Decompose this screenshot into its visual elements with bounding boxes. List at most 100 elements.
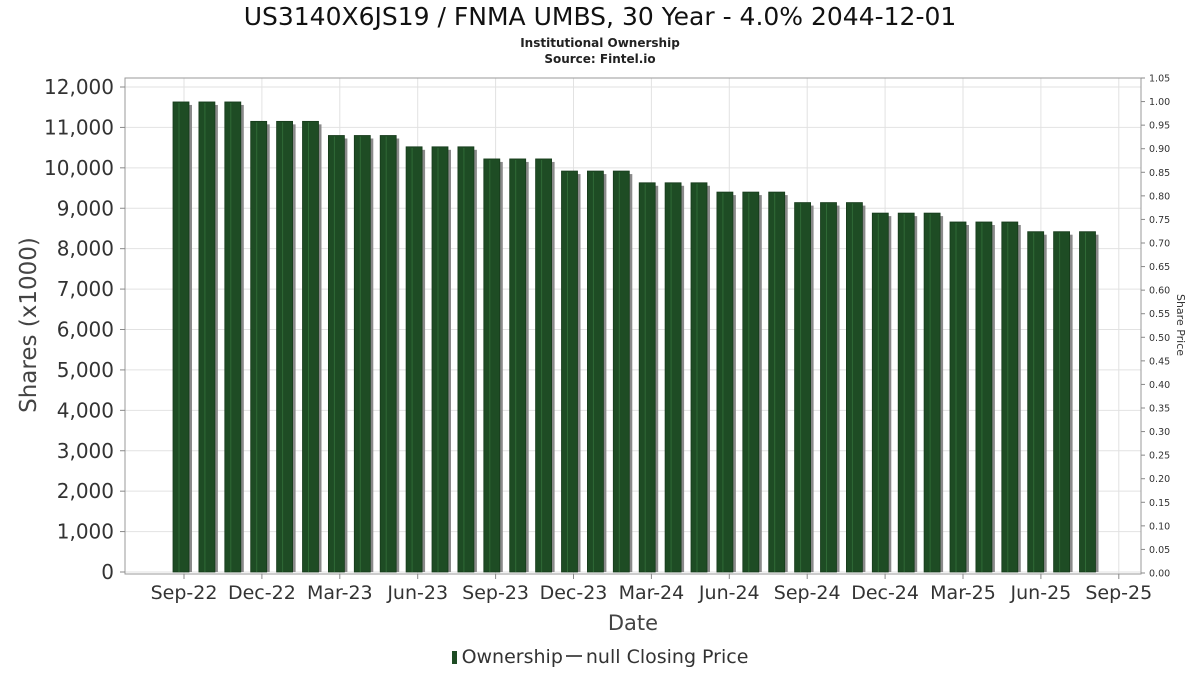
y2-tick-label: 0.35 bbox=[1149, 404, 1170, 415]
ownership-bar bbox=[768, 191, 786, 573]
ownership-bar bbox=[405, 146, 423, 573]
ownership-bar bbox=[561, 170, 578, 573]
ownership-bar bbox=[638, 182, 656, 573]
ownership-chart: 0 1,000 2,000 3,000 4,000 5,000 6,000 7,000 8,00… bbox=[16, 74, 1187, 636]
ownership-bar bbox=[871, 212, 889, 573]
ownership-bar bbox=[846, 202, 863, 573]
ownership-bar bbox=[431, 146, 449, 573]
legend-price-label: null Closing Price bbox=[585, 646, 749, 668]
ownership-bar bbox=[716, 191, 734, 573]
y-tick-label: 4,000 bbox=[57, 398, 114, 422]
plot-frame bbox=[124, 77, 1142, 575]
y2-tick-label: 0.45 bbox=[1149, 356, 1170, 367]
y2-tick-label: 0.50 bbox=[1149, 333, 1170, 344]
y-tick-label: 9,000 bbox=[57, 196, 114, 220]
x-axis-label: Date bbox=[608, 611, 658, 635]
y2-tick-label: 0.40 bbox=[1149, 380, 1170, 391]
ownership-bar bbox=[742, 191, 760, 573]
ownership-bar bbox=[975, 221, 993, 573]
x-tick-label: Dec-24 bbox=[851, 582, 919, 604]
y-axis: 0 1,000 2,000 3,000 4,000 5,000 6,000 7,000 8,00… bbox=[44, 75, 125, 584]
legend-price-line bbox=[565, 655, 582, 657]
ownership-bar bbox=[276, 120, 294, 573]
ownership-bar bbox=[587, 170, 604, 573]
ownership-bar bbox=[690, 182, 708, 573]
legend-ownership-swatch bbox=[451, 651, 457, 664]
ownership-bar bbox=[302, 120, 319, 573]
ownership-bar bbox=[172, 101, 190, 573]
y2-tick-label: 0.60 bbox=[1149, 286, 1170, 297]
ownership-bar bbox=[612, 170, 630, 573]
ownership-bar bbox=[664, 182, 682, 573]
ownership-bar bbox=[198, 101, 216, 573]
ownership-bar bbox=[897, 212, 915, 573]
y-tick-label: 7,000 bbox=[57, 277, 114, 301]
ownership-bar bbox=[820, 202, 837, 573]
y2-tick-label: 0.30 bbox=[1149, 427, 1170, 438]
ownership-bar bbox=[794, 202, 811, 573]
y2-tick-label: 0.05 bbox=[1149, 545, 1170, 556]
y2-tick-label: 0.00 bbox=[1149, 569, 1170, 580]
x-tick-label: Sep-25 bbox=[1085, 582, 1152, 604]
ownership-bar bbox=[327, 135, 345, 573]
ownership-bar bbox=[949, 221, 967, 573]
ownership-bar bbox=[923, 212, 941, 573]
y2-tick-label: 0.75 bbox=[1149, 215, 1170, 226]
x-tick-label: Jun-25 bbox=[1010, 582, 1072, 604]
chart-subtitle: Institutional Ownership bbox=[520, 36, 680, 50]
y-tick-label: 8,000 bbox=[57, 237, 114, 261]
x-tick-label: Jun-24 bbox=[698, 582, 760, 604]
ownership-bar bbox=[379, 135, 397, 573]
y-tick-label: 1,000 bbox=[57, 520, 114, 544]
y2-tick-label: 0.20 bbox=[1149, 474, 1170, 485]
y2-tick-label: 0.95 bbox=[1149, 121, 1170, 132]
bars-group bbox=[172, 101, 1099, 573]
chart-source: Source: Fintel.io bbox=[544, 52, 656, 66]
y2-tick-label: 1.00 bbox=[1149, 97, 1170, 108]
y2-tick-label: 0.85 bbox=[1149, 168, 1170, 179]
x-axis: Sep-22 Dec-22 Mar-23 Jun-23 Sep-23 Dec-23 Mar-… bbox=[151, 574, 1152, 604]
ownership-bar bbox=[224, 101, 242, 573]
legend-ownership-label: Ownership bbox=[461, 646, 563, 668]
x-tick-label: Sep-24 bbox=[774, 582, 841, 604]
ownership-bar bbox=[483, 158, 501, 573]
y2-tick-label: 0.90 bbox=[1149, 144, 1170, 155]
x-tick-label: Mar-25 bbox=[930, 582, 996, 604]
ownership-bar bbox=[1027, 231, 1045, 573]
chart-title: US3140X6JS19 / FNMA UMBS, 30 Year - 4.0%… bbox=[243, 2, 957, 31]
ownership-bar bbox=[535, 158, 552, 573]
y2-tick-label: 0.25 bbox=[1149, 451, 1170, 462]
ownership-bar bbox=[509, 158, 527, 573]
y2-axis: 0.00 0.05 0.10 0.15 0.20 0.25 0.30 0.35 0.40 0.45… bbox=[1141, 74, 1170, 580]
ownership-bar bbox=[457, 146, 475, 573]
y-tick-label: 11,000 bbox=[44, 115, 114, 139]
y2-tick-label: 0.15 bbox=[1149, 498, 1170, 509]
y-tick-label: 2,000 bbox=[57, 479, 114, 503]
y-tick-label: 0 bbox=[101, 560, 114, 584]
x-tick-label: Dec-22 bbox=[228, 582, 296, 604]
y2-tick-label: 0.80 bbox=[1149, 191, 1170, 202]
legend: Ownership null Closing Price bbox=[0, 646, 1200, 668]
y-axis-label: Shares (x1000) bbox=[16, 237, 42, 413]
y-tick-label: 3,000 bbox=[57, 439, 114, 463]
x-tick-label: Mar-24 bbox=[619, 582, 685, 604]
ownership-bar bbox=[353, 135, 371, 573]
y-tick-label: 10,000 bbox=[44, 156, 114, 180]
y2-tick-label: 0.65 bbox=[1149, 262, 1170, 273]
ownership-bar bbox=[1053, 231, 1070, 573]
x-tick-label: Mar-23 bbox=[307, 582, 373, 604]
ownership-bar bbox=[250, 120, 268, 573]
ownership-bar bbox=[1001, 221, 1019, 573]
x-tick-label: Sep-22 bbox=[151, 582, 218, 604]
ownership-bar bbox=[1079, 231, 1096, 573]
y2-axis-label: Share Price bbox=[1174, 294, 1187, 356]
y2-tick-label: 1.05 bbox=[1149, 74, 1170, 85]
y-tick-label: 12,000 bbox=[44, 75, 114, 99]
y-tick-label: 5,000 bbox=[57, 358, 114, 382]
y2-tick-label: 0.70 bbox=[1149, 239, 1170, 250]
y-tick-label: 6,000 bbox=[57, 318, 114, 342]
x-tick-label: Dec-23 bbox=[540, 582, 608, 604]
x-tick-label: Sep-23 bbox=[462, 582, 529, 604]
x-tick-label: Jun-23 bbox=[386, 582, 448, 604]
y2-tick-label: 0.10 bbox=[1149, 521, 1170, 532]
